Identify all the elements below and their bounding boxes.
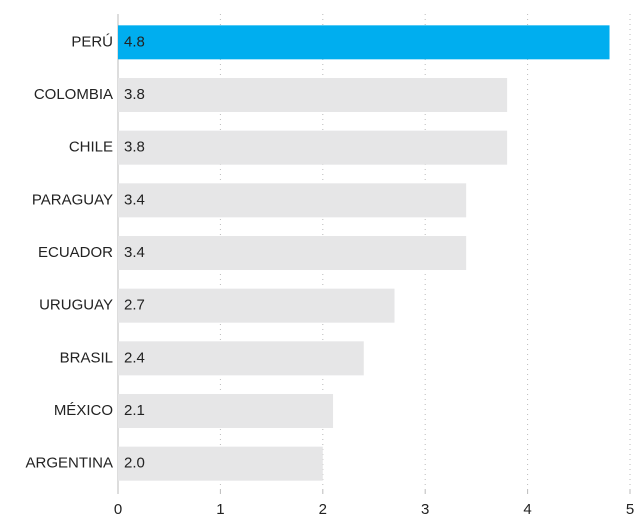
value-label: 2.7: [124, 297, 145, 314]
x-tick-label: 4: [523, 501, 531, 518]
bar: [118, 130, 508, 165]
category-label: ARGENTINA: [25, 455, 113, 472]
bar: [118, 25, 610, 60]
category-label: CHILE: [69, 139, 113, 156]
category-label: ECUADOR: [38, 244, 113, 261]
category-label: PARAGUAY: [32, 191, 113, 208]
bar: [118, 78, 508, 112]
category-label: MÉXICO: [54, 402, 113, 419]
category-label: COLOMBIA: [34, 86, 113, 103]
value-label: 2.0: [124, 455, 145, 472]
x-tick-label: 5: [626, 501, 634, 518]
value-label: 3.8: [124, 86, 145, 103]
bar: [118, 394, 334, 428]
value-label: 2.4: [124, 349, 145, 366]
x-tick-label: 0: [114, 501, 122, 518]
value-label: 2.1: [124, 402, 145, 419]
category-label: BRASIL: [60, 349, 113, 366]
bar: [118, 446, 323, 481]
value-label: 4.8: [124, 33, 145, 50]
bar: [118, 236, 467, 270]
bar: [118, 341, 364, 376]
value-label: 3.4: [124, 191, 145, 208]
x-tick-label: 2: [319, 501, 327, 518]
value-label: 3.8: [124, 139, 145, 156]
value-label: 3.4: [124, 244, 145, 261]
x-tick-label: 1: [216, 501, 224, 518]
x-tick-label: 3: [421, 501, 429, 518]
bar: [118, 288, 395, 323]
category-label: URUGUAY: [39, 297, 113, 314]
bar: [118, 183, 467, 218]
category-label: PERÚ: [71, 33, 113, 50]
